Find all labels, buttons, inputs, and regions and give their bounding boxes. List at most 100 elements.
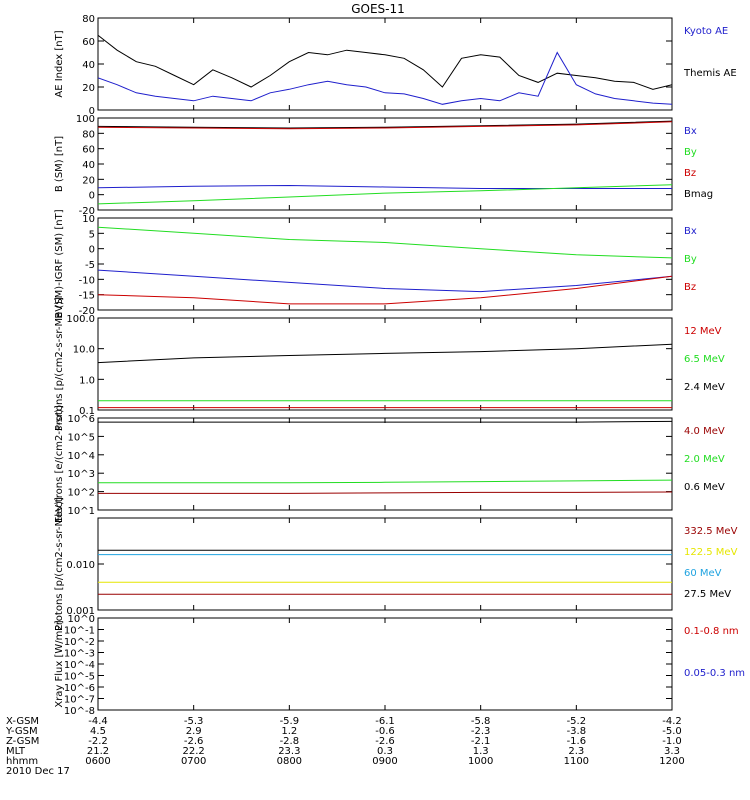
y-tick-label: 0 <box>89 191 95 202</box>
ephemeris-value: 2.3 <box>568 746 584 757</box>
y-tick-label: 1.0 <box>79 375 95 386</box>
panel-7: 10^-810^-710^-610^-510^-410^-310^-210^-1… <box>54 614 745 717</box>
series-line-kyoto-ae <box>98 51 672 105</box>
y-tick-label: 10^0 <box>68 614 95 625</box>
legend-12-mev: 12 MeV <box>684 326 722 337</box>
ephemeris-value: 0700 <box>181 756 206 767</box>
legend-4-0-mev: 4.0 MeV <box>684 426 725 437</box>
ephemeris-row-label: Y-GSM <box>5 726 38 737</box>
y-tick-label: 10^5 <box>68 432 95 443</box>
legend-themis-ae: Themis AE <box>683 68 737 79</box>
y-axis-label: B (SM) [nT] <box>54 136 65 192</box>
legend-kyoto-ae: Kyoto AE <box>684 26 728 37</box>
legend-0-05-0-3-nm: 0.05-0.3 nm <box>684 668 745 679</box>
ephemeris-value: -5.0 <box>662 726 682 737</box>
panel-frame <box>97 317 673 411</box>
legend-bx: Bx <box>684 226 697 237</box>
ephemeris-value: 22.2 <box>183 746 205 757</box>
legend-bz: Bz <box>684 168 696 179</box>
series-line-bx <box>98 184 672 189</box>
legend-by: By <box>684 254 697 265</box>
y-axis-label: Protons [p/(cm2-s-sr-MeV)] <box>54 497 65 631</box>
y-tick-label: 5 <box>89 229 95 240</box>
y-axis-label: Xray Flux [W/m2] <box>54 620 65 707</box>
ephemeris-row-label: hhmm <box>6 756 38 767</box>
plot-date: 2010 Dec 17 <box>6 766 70 777</box>
ephemeris-value: 0800 <box>277 756 302 767</box>
y-axis-label: AE Index [nT] <box>54 30 65 97</box>
y-tick-label: 10^2 <box>68 488 95 499</box>
y-tick-label: 0 <box>89 245 95 256</box>
y-tick-label: -20 <box>79 206 95 217</box>
ephemeris-value: -5.3 <box>184 716 204 727</box>
ephemeris-row-label: MLT <box>6 746 26 757</box>
ephemeris-value: 4.5 <box>90 726 106 737</box>
ephemeris-value: -2.6 <box>184 736 204 747</box>
legend-6-5-mev: 6.5 MeV <box>684 354 725 365</box>
panel-frame <box>97 517 673 611</box>
y-tick-label: 80 <box>82 14 95 25</box>
legend-122-5-mev: 122.5 MeV <box>684 547 738 558</box>
y-tick-label: 10^-4 <box>64 660 95 671</box>
y-tick-label: 20 <box>82 175 95 186</box>
series-line-themis-ae <box>98 34 672 90</box>
ephemeris-value: -2.8 <box>280 736 300 747</box>
y-tick-label: 10^-1 <box>64 626 95 637</box>
ephemeris-value: -0.6 <box>375 726 395 737</box>
y-axis-label: Electrons [e/(cm2-s-sr)] <box>54 405 65 523</box>
panel-frame <box>97 17 673 111</box>
legend-by: By <box>684 147 697 158</box>
series-line-2-0-mev <box>98 479 672 484</box>
legend-27-5-mev: 27.5 MeV <box>684 589 731 600</box>
y-tick-label: 60 <box>82 37 95 48</box>
ephemeris-row-label: X-GSM <box>6 716 39 727</box>
series-line-bmag <box>98 120 672 129</box>
y-tick-label: 10^3 <box>68 469 95 480</box>
legend-0-1-0-8-nm: 0.1-0.8 nm <box>684 626 739 637</box>
ephemeris-value: 0900 <box>372 756 397 767</box>
series-line-4-0-mev <box>98 491 672 494</box>
ephemeris-value: 21.2 <box>87 746 109 757</box>
series-line-bz <box>98 275 672 305</box>
panel-frame <box>97 117 673 211</box>
y-tick-label: 10 <box>82 214 95 225</box>
ephemeris-value: -5.8 <box>471 716 491 727</box>
y-tick-label: 0 <box>89 106 95 117</box>
legend-bz: Bz <box>684 282 696 293</box>
y-tick-label: 10^-3 <box>64 649 95 660</box>
ephemeris-value: -2.2 <box>88 736 108 747</box>
y-tick-label: 60 <box>82 145 95 156</box>
legend-2-0-mev: 2.0 MeV <box>684 454 725 465</box>
panel-frame <box>97 217 673 311</box>
y-tick-label: 10.0 <box>73 345 95 356</box>
legend-bx: Bx <box>684 126 697 137</box>
ephemeris-value: -2.6 <box>375 736 395 747</box>
ephemeris-value: 0.3 <box>377 746 393 757</box>
ephemeris-value: 1.2 <box>281 726 297 737</box>
ephemeris-value: 3.3 <box>664 746 680 757</box>
y-tick-label: -10 <box>79 275 95 286</box>
y-tick-label: -20 <box>79 306 95 317</box>
y-tick-label: 40 <box>82 60 95 71</box>
ephemeris-value: -4.2 <box>662 716 682 727</box>
y-tick-label: 10^1 <box>68 506 95 517</box>
y-tick-label: 10^-5 <box>64 672 95 683</box>
y-tick-label: 100.0 <box>66 314 95 325</box>
legend-bmag: Bmag <box>684 189 713 200</box>
ephemeris-value: 1200 <box>659 756 684 767</box>
y-tick-label: 0.010 <box>66 560 95 571</box>
y-tick-label: 10^-8 <box>64 706 95 717</box>
series-line-by <box>98 226 672 259</box>
series-line-bz <box>98 121 672 130</box>
ephemeris-value: 2.9 <box>186 726 202 737</box>
series-line-2-4-mev <box>98 343 672 364</box>
legend-332-5-mev: 332.5 MeV <box>684 526 738 537</box>
y-tick-label: 10^6 <box>68 414 95 425</box>
ephemeris-value: -5.9 <box>280 716 300 727</box>
series-line-by <box>98 184 672 205</box>
ephemeris-value: -4.4 <box>88 716 108 727</box>
legend-0-6-mev: 0.6 MeV <box>684 482 725 493</box>
